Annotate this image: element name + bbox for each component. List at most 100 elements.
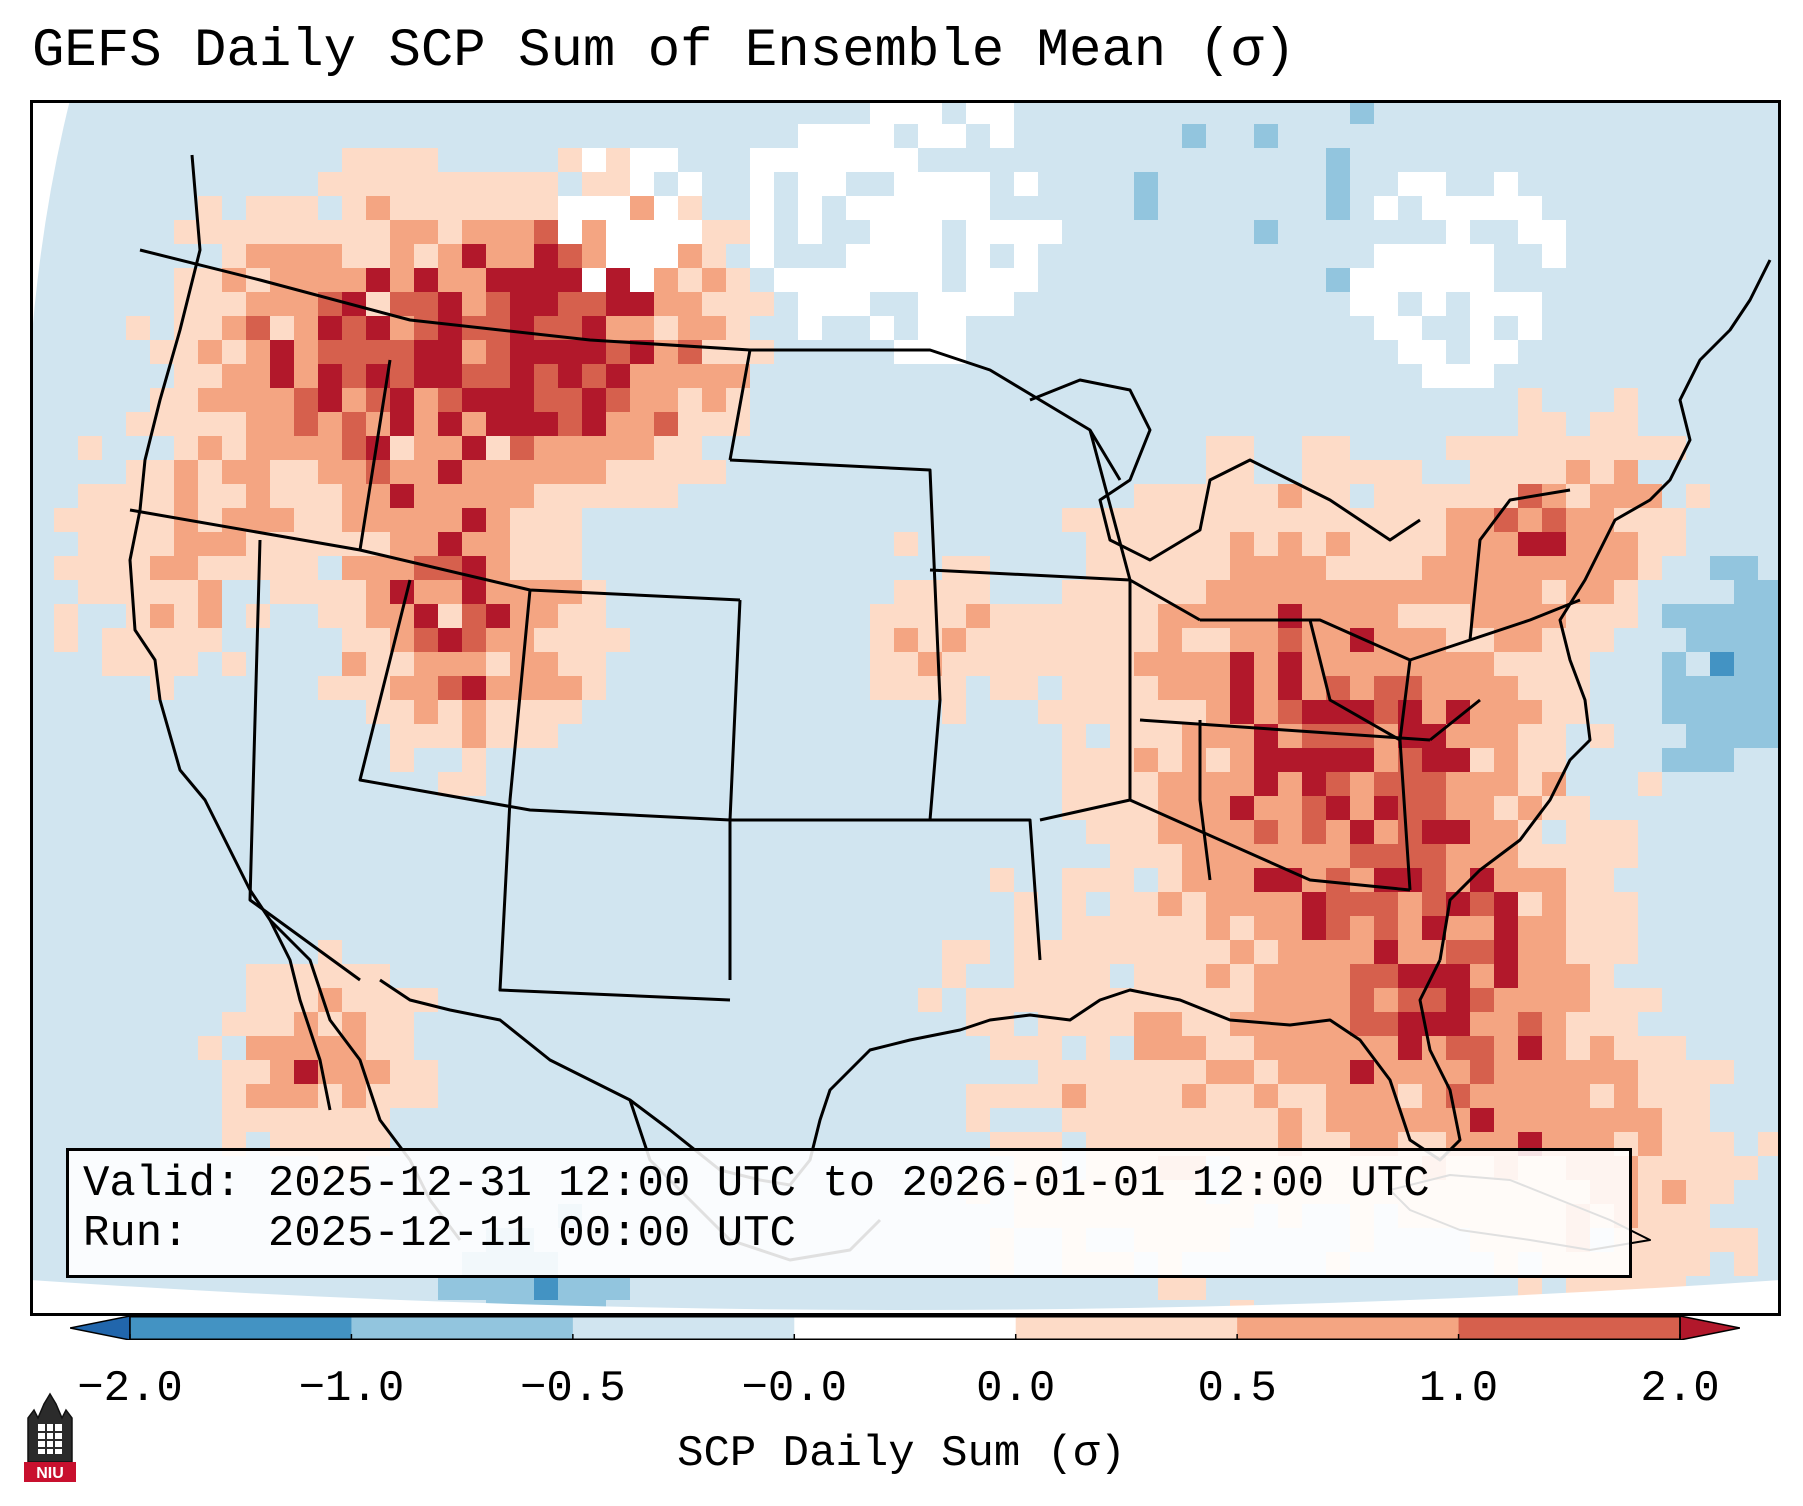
scp-grid-cell bbox=[390, 292, 414, 316]
scp-grid-cell bbox=[150, 484, 174, 508]
scp-grid-cell bbox=[1470, 436, 1494, 460]
scp-grid-cell bbox=[1566, 604, 1590, 628]
scp-grid-cell bbox=[1254, 1036, 1278, 1060]
scp-grid-cell bbox=[438, 316, 462, 340]
scp-grid-cell bbox=[1350, 1060, 1374, 1084]
scp-grid-cell bbox=[1422, 580, 1446, 604]
scp-grid-cell bbox=[366, 1060, 390, 1084]
scp-grid-cell bbox=[1590, 1036, 1614, 1060]
scp-grid-cell bbox=[1734, 724, 1758, 748]
scp-grid-cell bbox=[1710, 724, 1734, 748]
scp-grid-cell bbox=[846, 244, 870, 268]
scp-grid-cell bbox=[1278, 1084, 1302, 1108]
scp-grid-cell bbox=[1638, 988, 1662, 1012]
scp-grid-cell bbox=[582, 268, 606, 292]
scp-grid-cell bbox=[1494, 772, 1518, 796]
scp-grid-cell bbox=[1398, 892, 1422, 916]
scp-grid-cell bbox=[1134, 1012, 1158, 1036]
scp-grid-cell bbox=[534, 172, 558, 196]
scp-grid-cell bbox=[654, 316, 678, 340]
scp-grid-cell bbox=[294, 532, 318, 556]
scp-grid-cell bbox=[1374, 244, 1398, 268]
scp-grid-cell bbox=[342, 580, 366, 604]
scp-grid-cell bbox=[462, 652, 486, 676]
scp-grid-cell bbox=[1494, 892, 1518, 916]
scp-grid-cell bbox=[1398, 1084, 1422, 1108]
scp-grid-cell bbox=[390, 196, 414, 220]
scp-grid-cell bbox=[438, 412, 462, 436]
scp-grid-cell bbox=[510, 316, 534, 340]
scp-grid-cell bbox=[1422, 364, 1446, 388]
scp-grid-cell bbox=[510, 412, 534, 436]
scp-grid-cell bbox=[870, 676, 894, 700]
scp-grid-cell bbox=[390, 220, 414, 244]
scp-grid-cell bbox=[702, 388, 726, 412]
scp-grid-cell bbox=[1206, 508, 1230, 532]
colorbar-bin bbox=[351, 1316, 574, 1340]
scp-grid-cell bbox=[1278, 916, 1302, 940]
scp-grid-cell bbox=[366, 172, 390, 196]
scp-grid-cell bbox=[1374, 604, 1398, 628]
scp-grid-cell bbox=[1374, 268, 1398, 292]
scp-grid-cell bbox=[678, 460, 702, 484]
scp-grid-cell bbox=[1758, 700, 1781, 724]
great-lakes-outline bbox=[1029, 378, 1421, 562]
scp-grid-cell bbox=[510, 220, 534, 244]
logo-text-bg bbox=[24, 1462, 76, 1482]
scp-grid-cell bbox=[1086, 940, 1110, 964]
scp-grid-cell bbox=[1086, 556, 1110, 580]
scp-grid-cell bbox=[606, 268, 630, 292]
scp-grid-cell bbox=[1302, 916, 1326, 940]
scp-grid-cell bbox=[1110, 844, 1134, 868]
scp-grid-cell bbox=[1350, 556, 1374, 580]
scp-grid-cell bbox=[1374, 1108, 1398, 1132]
scp-grid-cell bbox=[1134, 1084, 1158, 1108]
scp-grid-cell bbox=[1614, 460, 1638, 484]
scp-grid-cell bbox=[462, 172, 486, 196]
scp-grid-cell bbox=[1446, 1060, 1470, 1084]
scp-grid-cell bbox=[462, 748, 486, 772]
scp-grid-cell bbox=[1494, 988, 1518, 1012]
scp-grid-cell bbox=[1590, 988, 1614, 1012]
scp-grid-cell bbox=[1398, 796, 1422, 820]
scp-grid-cell bbox=[1638, 1132, 1662, 1156]
scp-grid-cell bbox=[1158, 820, 1182, 844]
scp-grid-cell bbox=[966, 940, 990, 964]
scp-grid-cell bbox=[222, 220, 246, 244]
scp-grid-cell bbox=[174, 388, 198, 412]
scp-grid-cell bbox=[1758, 604, 1781, 628]
scp-grid-cell bbox=[1326, 172, 1350, 196]
scp-grid-cell bbox=[894, 172, 918, 196]
scp-grid-cell bbox=[1518, 940, 1542, 964]
scp-grid-cell bbox=[294, 220, 318, 244]
scp-grid-cell bbox=[462, 604, 486, 628]
scp-grid-cell bbox=[270, 364, 294, 388]
scp-grid-cell bbox=[1350, 460, 1374, 484]
scp-grid-cell bbox=[150, 460, 174, 484]
scp-grid-cell bbox=[1254, 676, 1278, 700]
scp-grid-cell bbox=[1278, 700, 1302, 724]
scp-grid-cell bbox=[1662, 700, 1686, 724]
scp-grid-cell bbox=[990, 124, 1014, 148]
scp-grid-cell bbox=[126, 316, 150, 340]
run-value: 2025-12-11 00:00 UTC bbox=[267, 1209, 796, 1259]
scp-grid-cell bbox=[462, 580, 486, 604]
scp-grid-cell bbox=[270, 316, 294, 340]
scp-grid-cell bbox=[486, 508, 510, 532]
scp-grid-cell bbox=[894, 148, 918, 172]
scp-grid-cell bbox=[558, 628, 582, 652]
scp-grid-cell bbox=[1302, 748, 1326, 772]
scp-grid-cell bbox=[966, 100, 990, 124]
scp-grid-cell bbox=[438, 220, 462, 244]
colorbar-tick-label: −2.0 bbox=[77, 1364, 183, 1414]
scp-grid-cell bbox=[558, 244, 582, 268]
scp-grid-cell bbox=[1014, 988, 1038, 1012]
scp-grid-cell bbox=[1134, 1108, 1158, 1132]
scp-grid-cell bbox=[1230, 820, 1254, 844]
scp-grid-cell bbox=[1422, 172, 1446, 196]
scp-grid-cell bbox=[1254, 124, 1278, 148]
scp-grid-cell bbox=[1158, 676, 1182, 700]
scp-grid-cell bbox=[822, 124, 846, 148]
scp-grid-cell bbox=[1590, 916, 1614, 940]
scp-grid-cell bbox=[150, 604, 174, 628]
